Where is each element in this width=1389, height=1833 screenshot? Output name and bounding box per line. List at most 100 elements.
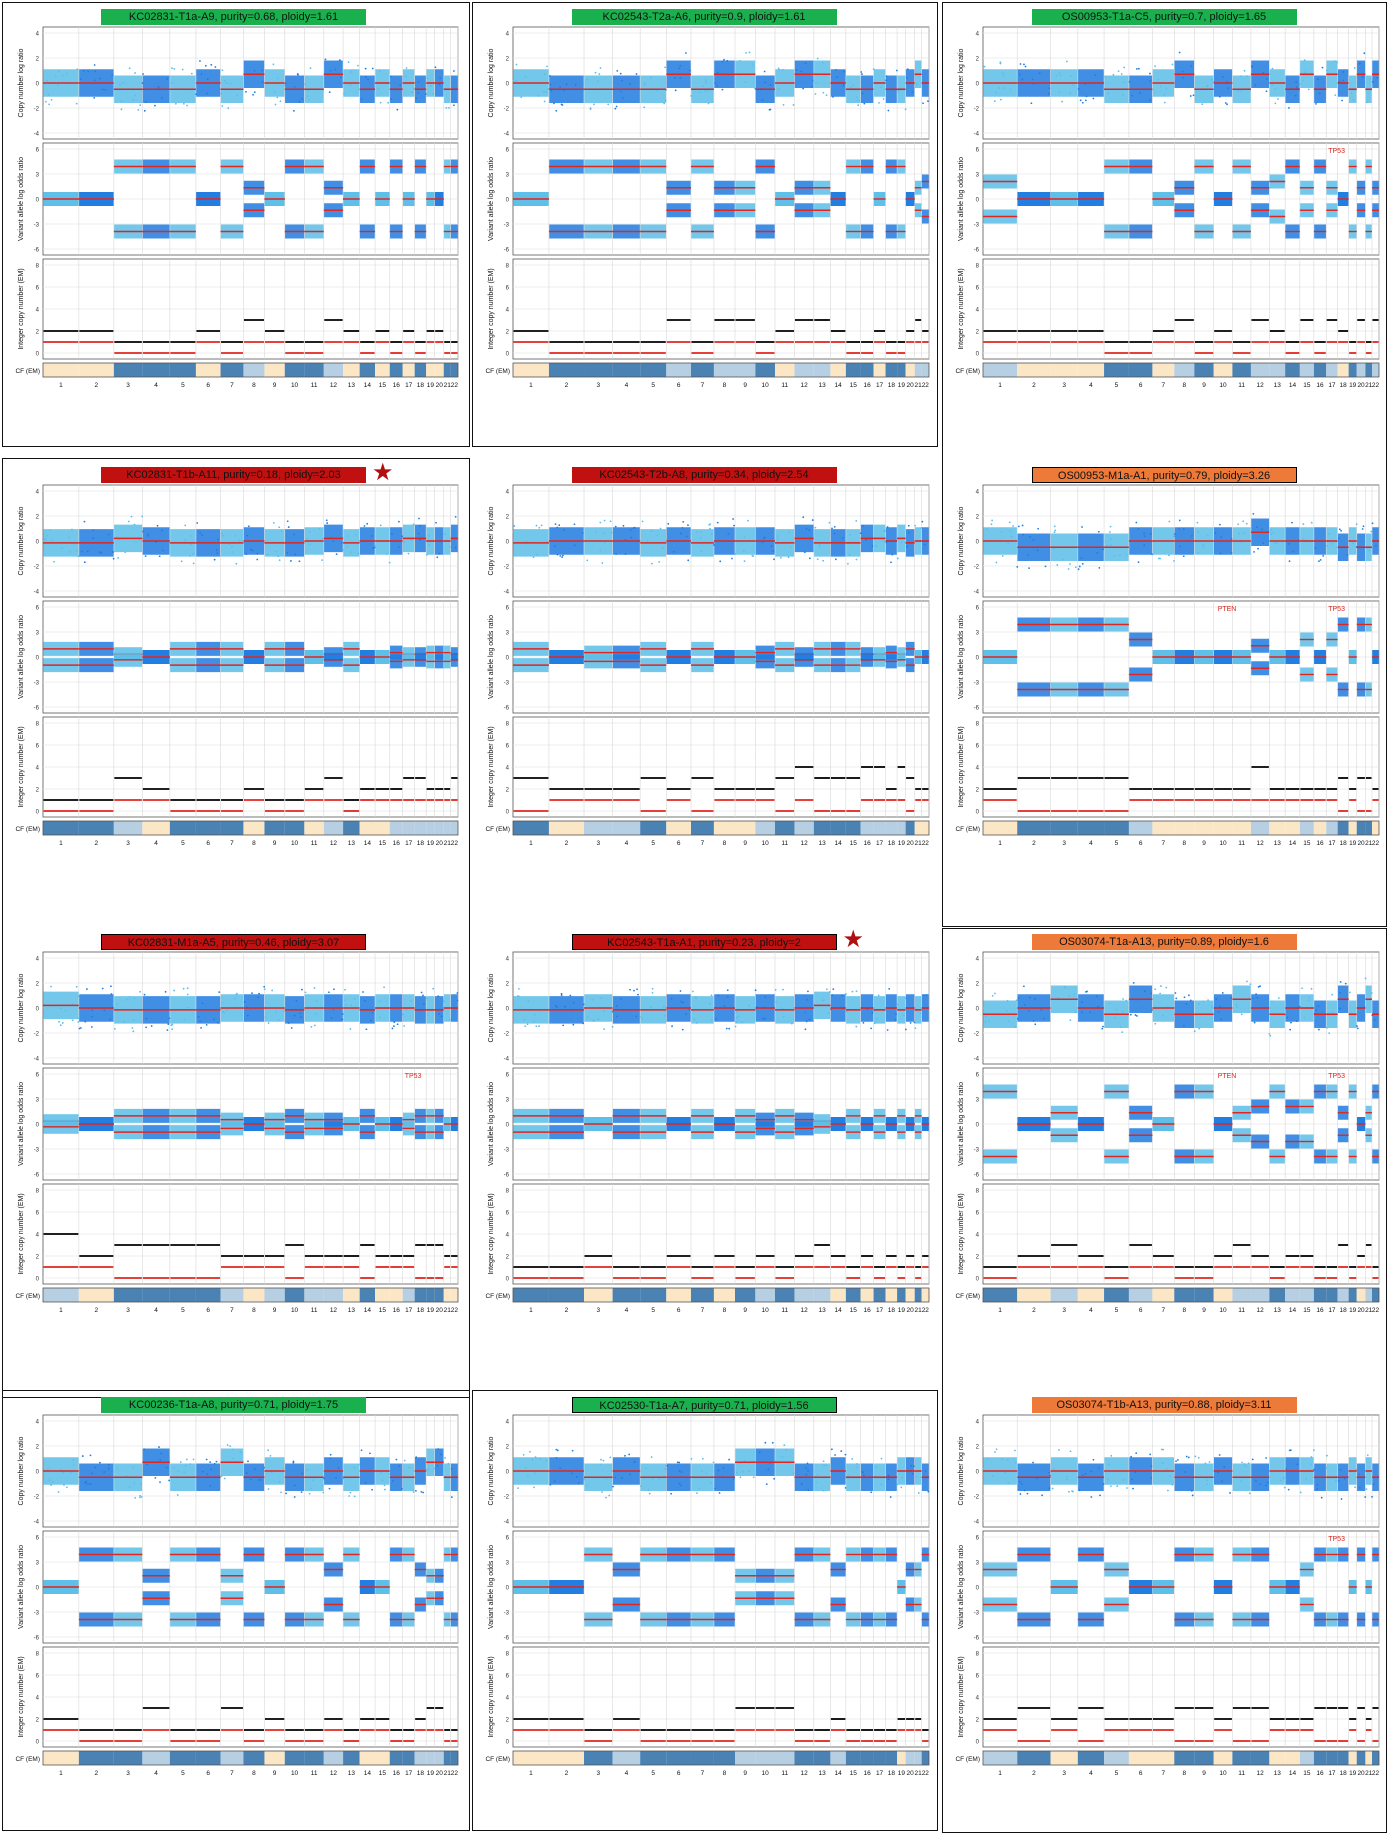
cf-track: CF (EM) xyxy=(485,1287,930,1303)
cf-block xyxy=(142,821,170,835)
cnlr-point xyxy=(601,1491,603,1493)
cnlr-point xyxy=(1109,531,1111,533)
cnlr-point xyxy=(822,61,824,64)
chromosome-label: 5 xyxy=(1115,840,1119,847)
cnlr-point xyxy=(1249,983,1252,986)
cnlr-point xyxy=(391,533,393,536)
cnlr-point xyxy=(778,88,780,91)
cnlr-point xyxy=(741,1021,744,1024)
cnlr-point xyxy=(1352,99,1355,101)
cnlr-point xyxy=(615,105,618,108)
panel-title: KC02831-T1a-A9, purity=0.68, ploidy=1.61 xyxy=(101,9,366,25)
cnlr-point xyxy=(214,66,217,68)
chromosome-label: 2 xyxy=(565,1307,569,1314)
cnlr-point xyxy=(1276,542,1278,544)
cnlr-point xyxy=(1054,529,1057,532)
chromosome-label: 18 xyxy=(888,840,896,847)
cnlr-point xyxy=(1207,999,1209,1001)
cnlr-point xyxy=(54,75,57,78)
cnlr-point xyxy=(206,92,208,95)
cnlr-point xyxy=(1269,528,1272,531)
chromosome-label: 10 xyxy=(291,382,299,389)
cnlr-point xyxy=(1217,1011,1220,1013)
chromosome-label: 11 xyxy=(781,1307,788,1314)
cnlr-point xyxy=(1322,554,1325,557)
cnlr-point xyxy=(745,52,747,54)
chromosome-label: 19 xyxy=(427,1770,435,1777)
cnlr-point xyxy=(168,1479,171,1482)
cnlr-point xyxy=(1340,529,1342,532)
cnlr-point xyxy=(1206,534,1209,537)
y-tick-label: 6 xyxy=(506,1211,510,1217)
cnlr-point xyxy=(221,105,224,107)
y-tick-label: 6 xyxy=(976,1211,980,1217)
cnlr-point xyxy=(532,556,535,559)
cnlr-point xyxy=(721,88,724,91)
cnlr-point xyxy=(101,88,104,91)
cnlr-point xyxy=(699,537,702,540)
chromosome-label: 10 xyxy=(291,1770,299,1777)
cnlr-point xyxy=(1202,543,1205,546)
cnlr-point xyxy=(278,559,281,562)
chromosome-label: 16 xyxy=(1316,840,1324,847)
cnlr-point xyxy=(1187,994,1190,997)
cnlr-point xyxy=(1256,526,1258,529)
cf-block xyxy=(1213,363,1233,377)
cnlr-point xyxy=(185,1458,188,1461)
cnlr-point xyxy=(994,992,996,995)
cnlr-point xyxy=(620,997,622,1000)
cnlr-point xyxy=(1135,521,1138,524)
y-axis-label: Integer copy number (EM) xyxy=(958,1193,965,1274)
cnlr-point xyxy=(196,522,199,524)
cnlr-point xyxy=(186,104,188,107)
cnlr-point xyxy=(743,536,746,539)
cnlr-point xyxy=(843,70,845,73)
cnlr-point xyxy=(727,532,730,535)
cnlr-point xyxy=(1047,92,1050,95)
cnlr-point xyxy=(713,544,715,546)
cnlr-point xyxy=(712,1461,715,1464)
cnlr-point xyxy=(877,994,880,997)
cf-block xyxy=(1250,363,1270,377)
cnlr-point xyxy=(804,1028,807,1031)
cnlr-point xyxy=(246,534,249,537)
cnlr-point xyxy=(204,64,207,67)
cnlr-point xyxy=(906,68,909,71)
cf-label: CF (EM) xyxy=(485,368,510,375)
cnlr-point xyxy=(1143,990,1146,993)
cnlr-point xyxy=(804,62,807,64)
cnlr-point xyxy=(616,1015,618,1018)
cnlr-point xyxy=(297,73,299,76)
cnlr-point xyxy=(222,534,225,537)
cf-block xyxy=(402,363,415,377)
cnlr-point xyxy=(282,1467,285,1470)
cnlr-point xyxy=(257,996,260,999)
cnlr-point xyxy=(81,1455,84,1457)
cnlr-point xyxy=(679,77,682,79)
cnlr-point xyxy=(293,109,295,112)
cnlr-point xyxy=(880,1457,883,1460)
cnlr-point xyxy=(1117,70,1120,73)
cnlr-point xyxy=(555,1456,558,1459)
cnlr-point xyxy=(347,535,350,537)
cf-block xyxy=(666,1288,691,1302)
cnlr-point xyxy=(672,550,675,553)
cnlr-point xyxy=(832,988,835,991)
cnlr-point xyxy=(201,1002,204,1005)
cnlr-point xyxy=(701,85,704,88)
cf-frame xyxy=(982,362,1380,378)
cf-block xyxy=(1017,1288,1051,1302)
cnlr-point xyxy=(140,1495,143,1498)
chromosome-label: 6 xyxy=(206,840,210,847)
cnlr-point xyxy=(379,101,382,104)
chromosome-label: 22 xyxy=(922,382,930,389)
cnlr-point xyxy=(187,1006,190,1009)
cnlr-point xyxy=(258,1479,261,1481)
cnlr-point xyxy=(141,515,144,518)
chromosome-label: 10 xyxy=(1219,382,1227,389)
cnlr-point xyxy=(260,1478,263,1481)
cf-block xyxy=(1174,821,1195,835)
cnlr-point xyxy=(990,523,993,526)
